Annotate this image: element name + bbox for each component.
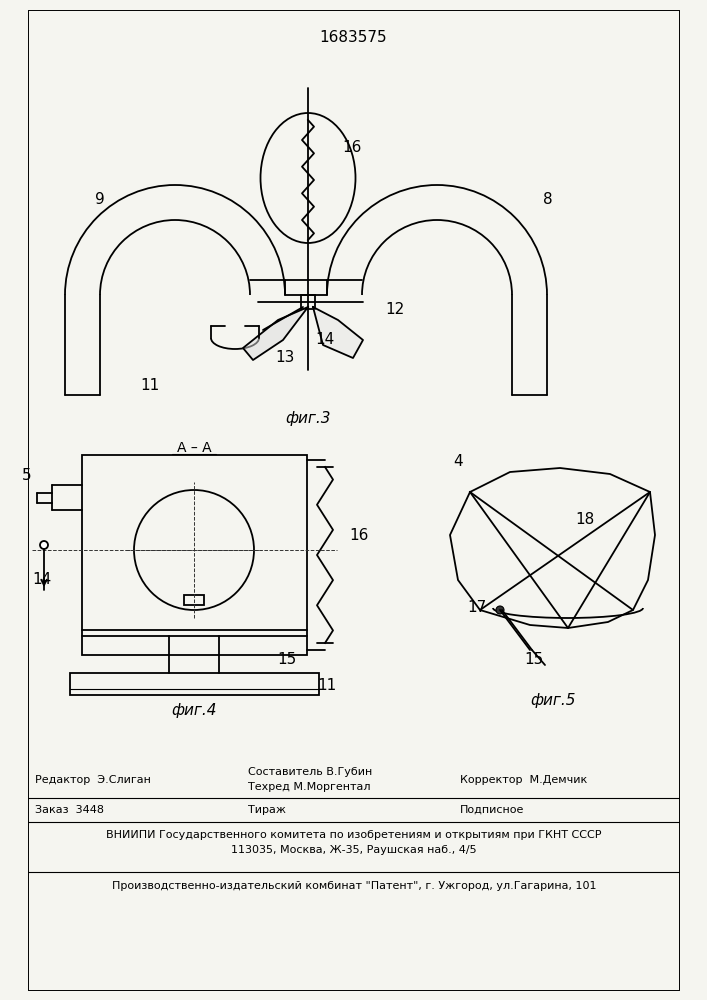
- Text: 113035, Москва, Ж-35, Раушская наб., 4/5: 113035, Москва, Ж-35, Раушская наб., 4/5: [231, 845, 477, 855]
- Bar: [301, 295, 315, 309]
- Text: 16: 16: [349, 528, 368, 542]
- Text: 14: 14: [315, 332, 334, 348]
- Bar: [184, 595, 204, 605]
- Text: Техред М.Моргентал: Техред М.Моргентал: [248, 782, 370, 792]
- Text: Производственно-издательский комбинат "Патент", г. Ужгород, ул.Гагарина, 101: Производственно-издательский комбинат "П…: [112, 881, 596, 891]
- Text: Подписное: Подписное: [460, 805, 525, 815]
- Text: 15: 15: [525, 652, 544, 668]
- Text: 15: 15: [277, 652, 296, 668]
- Circle shape: [496, 606, 504, 614]
- Circle shape: [40, 541, 48, 549]
- Text: 12: 12: [385, 302, 404, 318]
- Text: Заказ  3448: Заказ 3448: [35, 805, 104, 815]
- Text: 1683575: 1683575: [319, 30, 387, 45]
- Text: 16: 16: [342, 140, 361, 155]
- Text: 11: 11: [141, 377, 160, 392]
- Text: 14: 14: [32, 572, 51, 587]
- Text: ВНИИПИ Государственного комитета по изобретениям и открытиям при ГКНТ СССР: ВНИИПИ Государственного комитета по изоб…: [106, 830, 602, 840]
- Text: фиг.3: фиг.3: [285, 410, 331, 426]
- Text: 9: 9: [95, 192, 105, 208]
- Text: 4: 4: [453, 454, 463, 470]
- Text: фиг.4: фиг.4: [171, 702, 217, 718]
- Text: Редактор  Э.Слиган: Редактор Э.Слиган: [35, 775, 151, 785]
- Text: 8: 8: [543, 192, 553, 208]
- Text: А – А: А – А: [177, 441, 211, 455]
- Polygon shape: [243, 307, 308, 360]
- Text: 13: 13: [275, 351, 294, 365]
- Text: фиг.5: фиг.5: [530, 692, 575, 708]
- Text: Составитель В.Губин: Составитель В.Губин: [248, 767, 373, 777]
- Text: Корректор  М.Демчик: Корректор М.Демчик: [460, 775, 588, 785]
- Text: 17: 17: [468, 599, 487, 614]
- Polygon shape: [313, 307, 363, 358]
- Text: 11: 11: [317, 678, 337, 692]
- Bar: [70, 673, 319, 695]
- Bar: [82, 455, 307, 655]
- Text: Тираж: Тираж: [248, 805, 286, 815]
- Text: 5: 5: [22, 468, 32, 483]
- Text: 18: 18: [575, 512, 595, 528]
